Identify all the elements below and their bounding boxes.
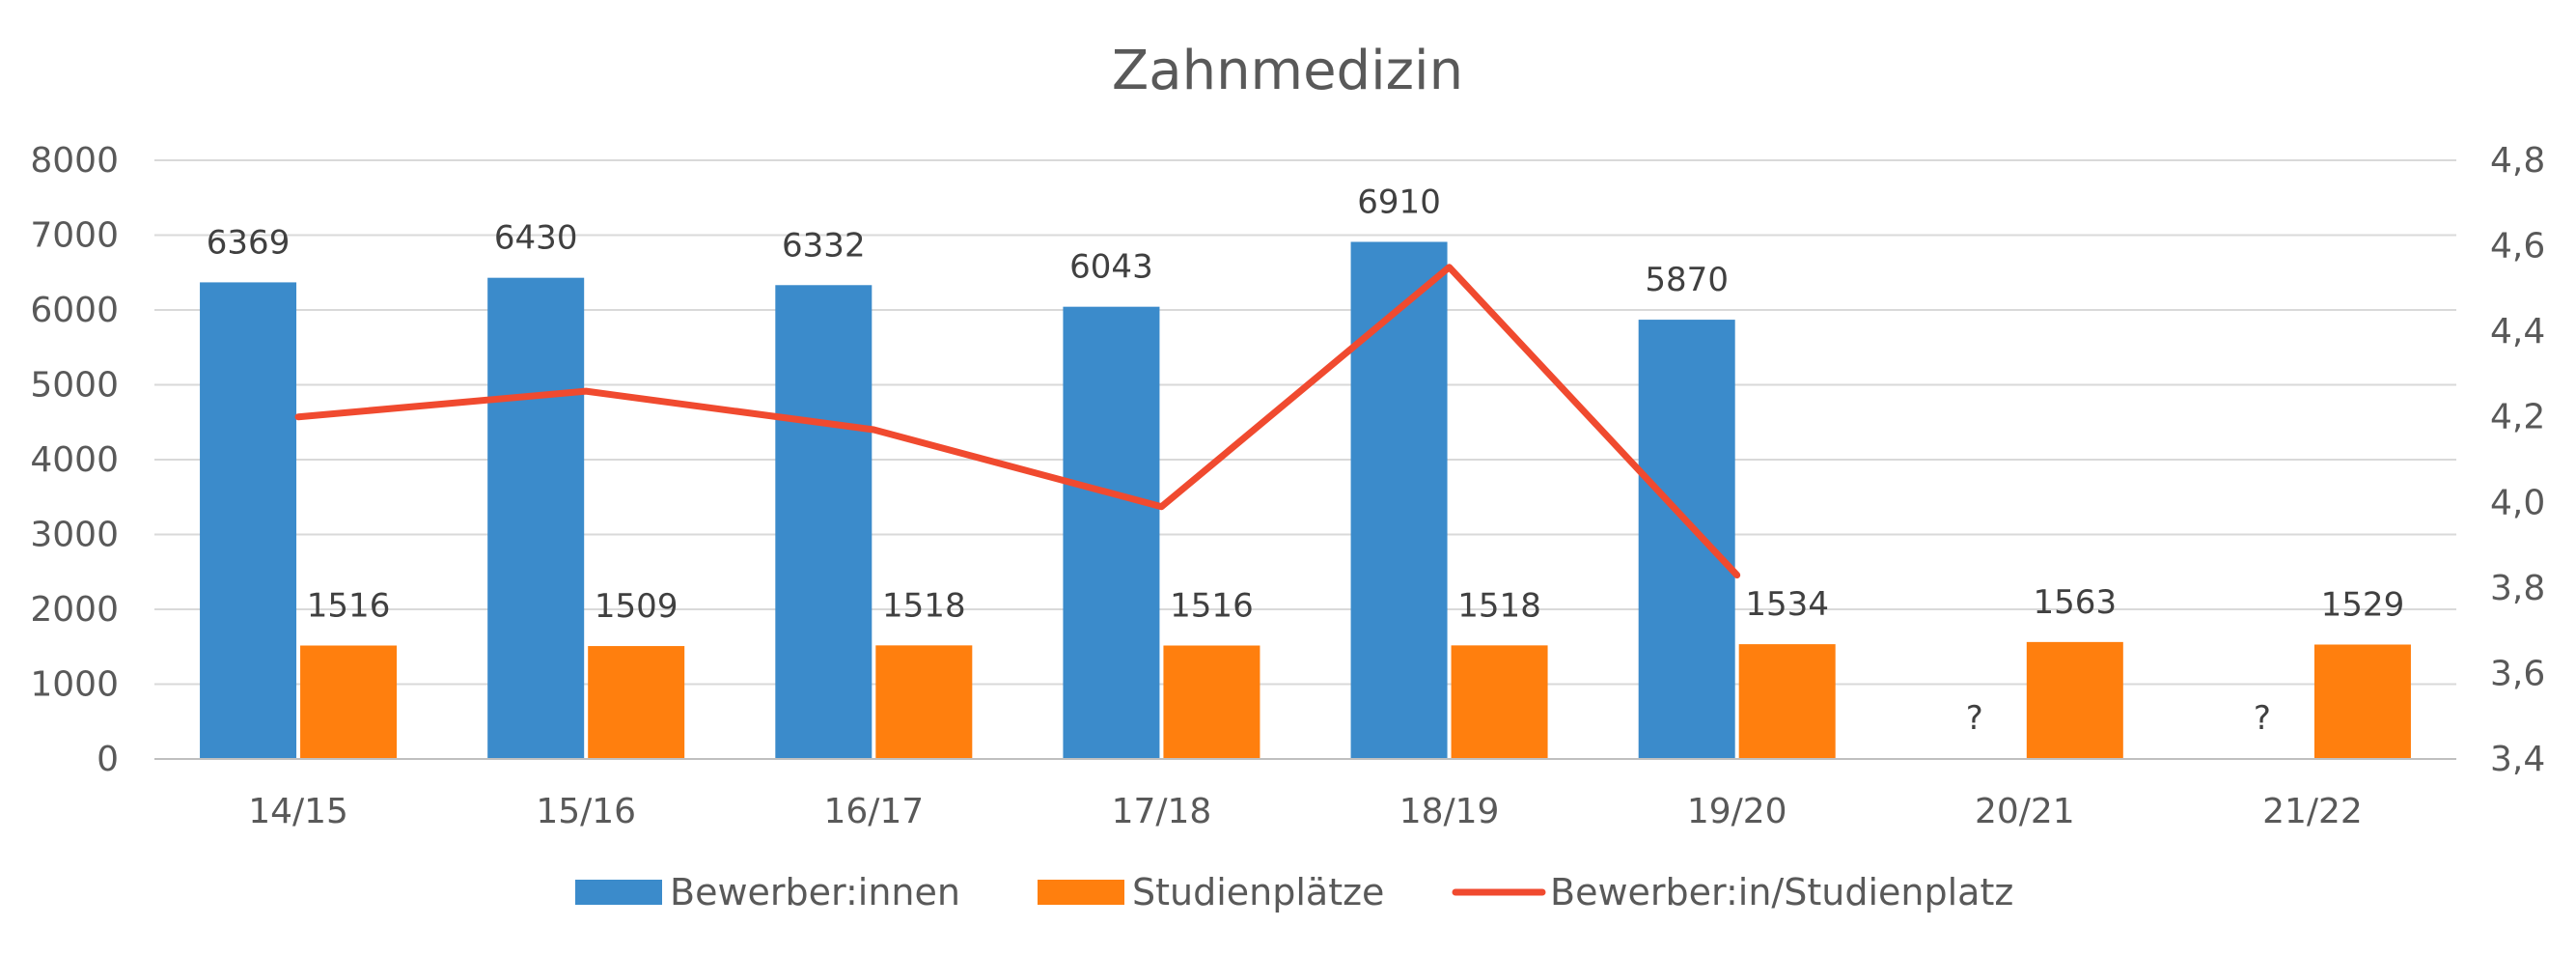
legend-swatch [575, 880, 662, 905]
data-label-bewerber: 6430 [494, 219, 578, 258]
x-axis: 14/15 15/16 16/17 17/18 18/19 19/20 20/21 21/22 [154, 758, 2456, 831]
data-label-studienplaetze: 1563 [2034, 583, 2118, 622]
bar-studienplaetze [1451, 645, 1548, 759]
y-tick-label: 3000 [30, 516, 119, 555]
legend: Bewerber:innen Studienplätze Bewerber:in/S… [575, 871, 2013, 913]
legend-swatch [1038, 880, 1124, 905]
bar-bewerber [200, 282, 297, 759]
x-tick-label: 18/19 [1399, 792, 1500, 831]
bars [200, 241, 2411, 760]
bar-bewerber [1063, 306, 1160, 759]
bar-studienplaetze [1738, 644, 1836, 759]
data-label-studienplaetze: 1516 [1170, 587, 1254, 626]
data-label-bewerber: 6332 [782, 226, 866, 265]
data-label-studienplaetze: 1534 [1745, 585, 1829, 624]
y-tick-label: 7000 [30, 216, 119, 256]
bar-bewerber [1638, 320, 1735, 759]
y2-tick-label: 4,2 [2490, 398, 2545, 437]
y2-tick-label: 4,8 [2490, 141, 2545, 181]
data-label-bewerber: ? [2254, 699, 2271, 738]
data-label-studienplaetze: 1518 [1457, 586, 1541, 625]
y2-tick-label: 4,6 [2490, 227, 2545, 267]
bar-studienplaetze [2026, 641, 2123, 759]
bar-studienplaetze [300, 645, 398, 759]
data-label-studienplaetze: 1518 [882, 586, 966, 625]
y2-tick-label: 3,4 [2490, 740, 2545, 779]
data-label-bewerber: 6369 [207, 223, 291, 262]
legend-label: Studienplätze [1132, 871, 1384, 913]
data-label-studienplaetze: 1529 [2321, 586, 2405, 625]
x-tick-label: 15/16 [536, 792, 636, 831]
x-tick-label: 14/15 [248, 792, 348, 831]
x-tick-label: 17/18 [1112, 792, 1212, 831]
y2-tick-label: 3,8 [2490, 569, 2545, 608]
bar-bewerber [775, 285, 873, 759]
bar-bewerber [1350, 241, 1448, 760]
y2-tick-label: 4,0 [2490, 483, 2545, 522]
data-label-studienplaetze: 1516 [307, 587, 391, 626]
ratio-line [294, 264, 1741, 579]
data-label-bewerber: ? [1966, 699, 1983, 738]
y-tick-label: 6000 [30, 291, 119, 330]
bar-studienplaetze [588, 646, 685, 759]
y2-tick-label: 3,6 [2490, 654, 2545, 693]
x-tick-label: 16/17 [823, 792, 924, 831]
y-tick-label: 0 [97, 740, 119, 779]
legend-label: Bewerber:in/Studienplatz [1550, 871, 2013, 913]
y-tick-label: 2000 [30, 590, 119, 630]
data-label-bewerber: 6043 [1069, 248, 1153, 287]
y-tick-label: 1000 [30, 665, 119, 705]
data-label-bewerber: 5870 [1645, 261, 1729, 299]
y-tick-label: 8000 [30, 141, 119, 181]
data-label-bewerber: 6910 [1357, 183, 1441, 221]
bar-bewerber [487, 277, 585, 759]
ratio-line-path [294, 264, 1741, 579]
bar-studienplaetze [875, 645, 973, 759]
y-tick-label: 4000 [30, 440, 119, 480]
x-tick-label: 20/21 [1975, 792, 2075, 831]
legend-label: Bewerber:innen [670, 871, 960, 913]
data-label-studienplaetze: 1509 [595, 587, 679, 626]
bar-studienplaetze [1163, 645, 1260, 759]
y2-tick-label: 4,4 [2490, 312, 2545, 351]
y-tick-label: 5000 [30, 366, 119, 406]
x-tick-label: 19/20 [1687, 792, 1787, 831]
data-labels: 6369 1516 6430 1509 6332 1518 6043 1516 6910 1518… [207, 183, 2404, 738]
x-tick-label: 21/22 [2262, 792, 2363, 831]
bar-studienplaetze [2313, 644, 2411, 759]
y-axis-right: 3,4 3,6 3,8 4,0 4,2 4,4 4,6 4,8 [2490, 141, 2545, 779]
chart-title: Zahnmedizin [1112, 40, 1463, 102]
y-axis-left: 0 1000 2000 3000 4000 5000 6000 7000 8000 [30, 141, 119, 779]
